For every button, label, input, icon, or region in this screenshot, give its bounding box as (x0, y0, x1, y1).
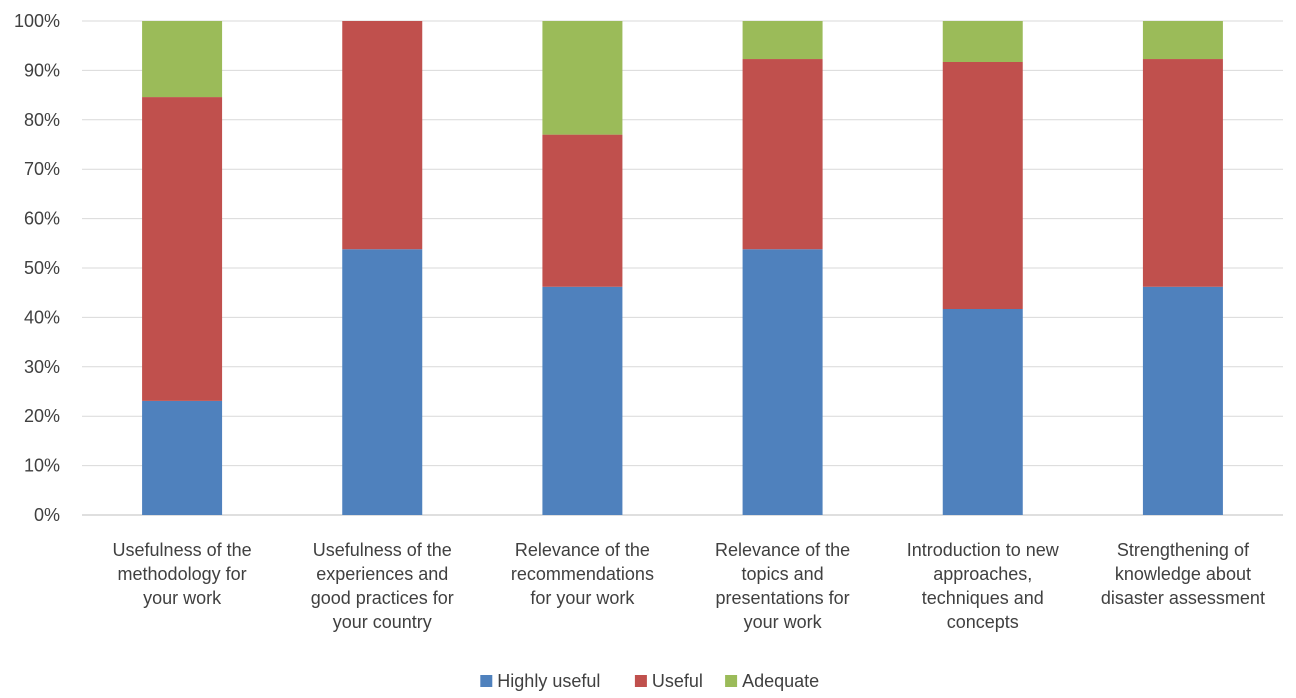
legend-swatch (480, 675, 493, 687)
y-tick-label: 100% (14, 11, 60, 31)
category-label: good practices for (311, 588, 454, 608)
y-tick-label: 30% (24, 357, 60, 377)
category-label: techniques and (922, 588, 1044, 608)
bar-segment-highly-useful (942, 309, 1023, 515)
y-tick-label: 20% (24, 406, 60, 426)
y-tick-label: 50% (24, 258, 60, 278)
y-tick-label: 80% (24, 110, 60, 130)
category-label: topics and (742, 564, 824, 584)
bar-segment-highly-useful (342, 249, 423, 515)
category-label: recommendations (511, 564, 654, 584)
y-tick-label: 70% (24, 159, 60, 179)
bar-segment-adequate (1142, 21, 1223, 60)
y-tick-label: 40% (24, 307, 60, 327)
category-label: experiences and (316, 564, 448, 584)
category-label: your country (333, 612, 432, 632)
bar-segment-highly-useful (1142, 286, 1223, 515)
category-label: disaster assessment (1101, 588, 1265, 608)
bar-segment-adequate (942, 21, 1023, 63)
category-label: knowledge about (1115, 564, 1251, 584)
category-label: for your work (530, 588, 635, 608)
bar-segment-highly-useful (542, 286, 623, 515)
bar-segment-useful (742, 59, 823, 250)
legend-label: Highly useful (497, 671, 600, 691)
category-label: approaches, (933, 564, 1032, 584)
category-label: Relevance of the (515, 540, 650, 560)
bar-segment-adequate (742, 21, 823, 60)
category-label: Usefulness of the (313, 540, 452, 560)
y-tick-label: 0% (34, 505, 60, 525)
bar-segment-useful (942, 62, 1023, 310)
y-tick-label: 10% (24, 456, 60, 476)
bar-segment-highly-useful (142, 400, 223, 515)
category-label: Relevance of the (715, 540, 850, 560)
bar-segment-adequate (142, 21, 223, 98)
category-label: Introduction to new (907, 540, 1060, 560)
category-label: Strengthening of (1117, 540, 1250, 560)
legend-label: Useful (652, 671, 703, 691)
category-label: presentations for (716, 588, 850, 608)
bar-segment-useful (142, 97, 223, 401)
bar-segment-useful (1142, 59, 1223, 287)
y-tick-label: 90% (24, 60, 60, 80)
category-label: your work (744, 612, 823, 632)
bar-segment-adequate (542, 21, 623, 135)
bar-segment-useful (342, 21, 423, 250)
legend-swatch (634, 675, 647, 687)
category-label: Usefulness of the (113, 540, 252, 560)
legend-label: Adequate (742, 671, 819, 691)
bar-segment-useful (542, 134, 623, 287)
category-label: concepts (947, 612, 1019, 632)
category-label: your work (143, 588, 222, 608)
y-tick-label: 60% (24, 209, 60, 229)
category-label: methodology for (118, 564, 247, 584)
legend-swatch (725, 675, 738, 687)
bar-segment-highly-useful (742, 249, 823, 515)
